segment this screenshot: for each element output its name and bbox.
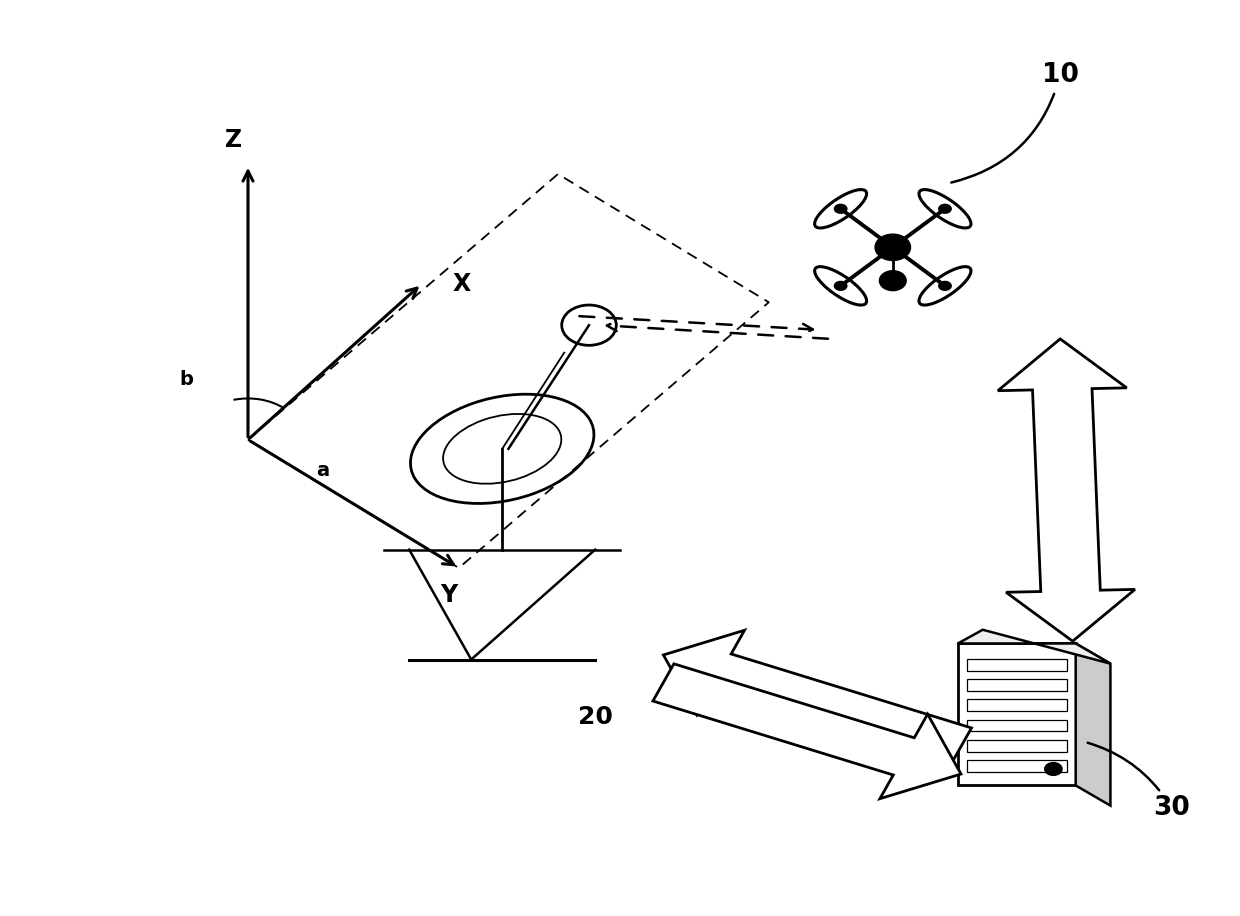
- Polygon shape: [1075, 643, 1110, 806]
- Bar: [967, 660, 1066, 671]
- Bar: [967, 720, 1066, 731]
- Polygon shape: [957, 630, 1110, 663]
- Circle shape: [1044, 762, 1061, 775]
- Bar: [967, 680, 1066, 691]
- Circle shape: [879, 271, 905, 290]
- Circle shape: [937, 280, 952, 291]
- Circle shape: [833, 280, 848, 291]
- Bar: [967, 740, 1066, 751]
- Text: 30: 30: [1087, 743, 1190, 822]
- Text: a: a: [316, 462, 330, 480]
- Text: Z: Z: [224, 127, 242, 151]
- Polygon shape: [663, 630, 971, 765]
- Polygon shape: [653, 664, 961, 799]
- Bar: [967, 700, 1066, 711]
- Text: b: b: [180, 370, 193, 388]
- Text: 20: 20: [578, 704, 613, 728]
- Text: 10: 10: [951, 62, 1079, 182]
- Text: Y: Y: [440, 583, 458, 607]
- Polygon shape: [998, 339, 1135, 641]
- Bar: [957, 643, 1076, 786]
- Circle shape: [937, 203, 952, 214]
- Bar: [967, 759, 1066, 771]
- Circle shape: [833, 203, 848, 214]
- Text: X: X: [453, 272, 471, 296]
- Circle shape: [875, 234, 910, 260]
